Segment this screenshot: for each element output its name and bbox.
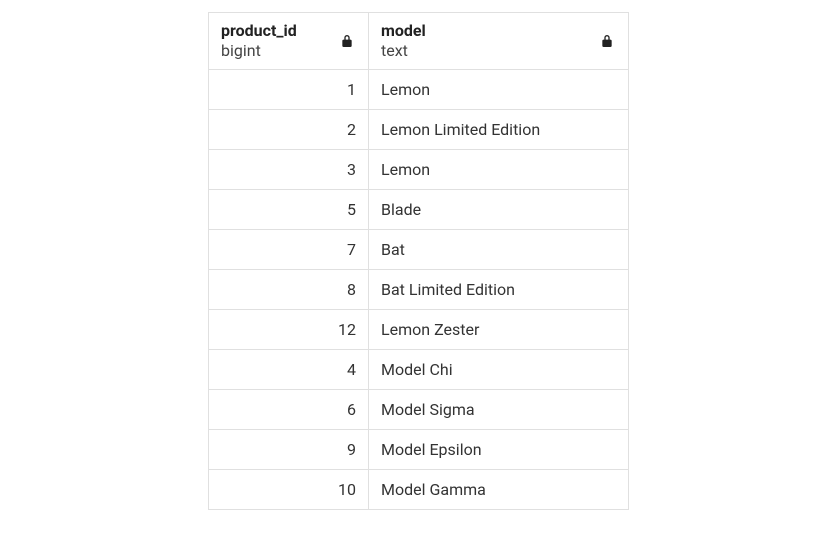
column-name: model: [381, 21, 426, 41]
table-row[interactable]: 12 Lemon Zester: [209, 309, 629, 349]
column-type: text: [381, 41, 426, 61]
column-type: bigint: [221, 41, 297, 61]
table-row[interactable]: 2 Lemon Limited Edition: [209, 109, 629, 149]
cell-product-id: 12: [209, 309, 369, 349]
table-row[interactable]: 9 Model Epsilon: [209, 429, 629, 469]
cell-model: Model Epsilon: [369, 429, 629, 469]
table-row[interactable]: 8 Bat Limited Edition: [209, 269, 629, 309]
cell-model: Model Chi: [369, 349, 629, 389]
header-row: product_id bigint model text: [209, 13, 629, 69]
table-row[interactable]: 7 Bat: [209, 229, 629, 269]
cell-product-id: 7: [209, 229, 369, 269]
cell-model: Lemon Limited Edition: [369, 109, 629, 149]
cell-product-id: 1: [209, 69, 369, 109]
table-row[interactable]: 1 Lemon: [209, 69, 629, 109]
table-row[interactable]: 10 Model Gamma: [209, 469, 629, 509]
cell-product-id: 10: [209, 469, 369, 509]
cell-model: Bat Limited Edition: [369, 269, 629, 309]
cell-model: Lemon: [369, 69, 629, 109]
cell-model: Bat: [369, 229, 629, 269]
cell-model: Lemon: [369, 149, 629, 189]
cell-product-id: 4: [209, 349, 369, 389]
column-header-product-id[interactable]: product_id bigint: [209, 13, 369, 69]
result-table: product_id bigint model text: [208, 12, 629, 510]
cell-product-id: 8: [209, 269, 369, 309]
cell-product-id: 9: [209, 429, 369, 469]
cell-model: Model Gamma: [369, 469, 629, 509]
column-name: product_id: [221, 21, 297, 41]
table-row[interactable]: 4 Model Chi: [209, 349, 629, 389]
cell-product-id: 2: [209, 109, 369, 149]
table-row[interactable]: 5 Blade: [209, 189, 629, 229]
cell-model: Model Sigma: [369, 389, 629, 429]
column-header-model[interactable]: model text: [369, 13, 629, 69]
cell-product-id: 3: [209, 149, 369, 189]
cell-model: Lemon Zester: [369, 309, 629, 349]
lock-icon: [338, 32, 356, 50]
table-row[interactable]: 6 Model Sigma: [209, 389, 629, 429]
data-table: product_id bigint model text: [208, 13, 629, 510]
cell-product-id: 6: [209, 389, 369, 429]
table-body: 1 Lemon 2 Lemon Limited Edition 3 Lemon …: [209, 69, 629, 509]
cell-model: Blade: [369, 189, 629, 229]
table-row[interactable]: 3 Lemon: [209, 149, 629, 189]
lock-icon: [598, 32, 616, 50]
cell-product-id: 5: [209, 189, 369, 229]
